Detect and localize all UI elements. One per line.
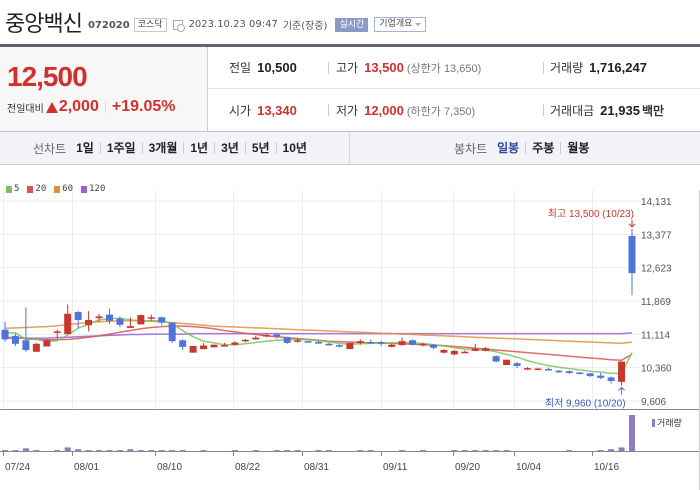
- volume-legend: 거래량: [652, 416, 682, 429]
- open-label: 시가: [229, 103, 252, 118]
- svg-text:12,623: 12,623: [641, 264, 672, 275]
- prev-close-label: 전일: [229, 61, 252, 75]
- amount-label: 거래대금: [550, 103, 595, 118]
- up-arrow-icon: [45, 101, 58, 113]
- line-chart-title: 선차트: [33, 141, 67, 156]
- realtime-button[interactable]: 실시간: [335, 17, 369, 32]
- period-3y[interactable]: 3년: [214, 142, 245, 154]
- amount-cell: 거래대금 21,935 백만: [550, 102, 664, 119]
- info-row: 시가 13,340 저가 12,000 (하한가 7,350) 거래대금 21,…: [209, 89, 700, 131]
- volume-swatch: [652, 418, 655, 427]
- period-1d[interactable]: 1일: [76, 141, 94, 155]
- divider: [543, 61, 544, 74]
- period-10y[interactable]: 10년: [275, 142, 313, 154]
- svg-text:10/04: 10/04: [516, 462, 541, 473]
- open-cell: 시가 13,340: [229, 102, 297, 119]
- legend-swatch: [6, 185, 12, 193]
- line-chart-periods: 선차트 1일 1주일 3개월 1년 3년 5년 10년: [0, 132, 350, 164]
- low-label: 저가: [336, 103, 359, 118]
- candle-monthly[interactable]: 월봉: [560, 142, 595, 154]
- candle-daily[interactable]: 일봉: [497, 141, 520, 155]
- legend-ma120: 120: [81, 184, 105, 194]
- info-row: 전일 10,500 고가 13,500 (상한가 13,650) 거래량 1,7…: [209, 47, 700, 89]
- legend-label: 60: [62, 184, 74, 194]
- period-3m[interactable]: 3개월: [141, 142, 184, 154]
- divider: [328, 104, 329, 116]
- quote-info-grid: 전일 10,500 고가 13,500 (상한가 13,650) 거래량 1,7…: [209, 47, 700, 131]
- basis-label: 기준(장중): [282, 21, 328, 32]
- legend-label: 120: [89, 184, 106, 194]
- candle-weekly[interactable]: 주봉: [525, 142, 560, 154]
- svg-text:08/10: 08/10: [157, 462, 182, 473]
- change-amount: 2,000: [58, 98, 99, 115]
- legend-swatch: [54, 185, 61, 193]
- prev-close-cell: 전일 10,500: [229, 59, 297, 76]
- stock-name: 중앙백신: [5, 12, 83, 37]
- period-5y[interactable]: 5년: [244, 142, 276, 154]
- change-row: 전일대비 2,000 +19.05%: [7, 98, 175, 116]
- amount-unit: 백만: [641, 103, 665, 118]
- low-cell: 저가 12,000 (하한가 7,350): [336, 102, 475, 119]
- svg-text:최고 13,500 (10/23): 최고 13,500 (10/23): [548, 208, 634, 220]
- svg-text:9,606: 9,606: [641, 397, 666, 408]
- legend-label: 20: [35, 184, 47, 194]
- candle-chart-title: 봉차트: [454, 141, 488, 156]
- legend-ma20: 20: [27, 184, 46, 194]
- svg-text:13,377: 13,377: [641, 230, 672, 241]
- candlestick-chart[interactable]: 14,131 13,377 12,623 11,869 11,114 10,360 9,60…: [0, 190, 700, 490]
- header-divider: [0, 44, 700, 47]
- svg-text:08/22: 08/22: [235, 462, 260, 473]
- company-overview-label: 기업개요: [379, 19, 413, 29]
- svg-text:09/11: 09/11: [383, 462, 408, 473]
- svg-text:11,869: 11,869: [641, 297, 671, 308]
- svg-text:08/31: 08/31: [304, 462, 329, 473]
- svg-text:14,131: 14,131: [641, 197, 672, 208]
- upper-limit: (상한가 13,650): [406, 63, 482, 75]
- high-cell: 고가 13,500 (상한가 13,650): [336, 59, 481, 76]
- volume-value: 1,716,247: [589, 60, 647, 75]
- legend-ma60: 60: [54, 184, 73, 194]
- change-percent: +19.05%: [111, 98, 176, 115]
- chevron-down-icon: [415, 23, 422, 26]
- high-value: 13,500: [364, 60, 404, 75]
- company-overview-dropdown[interactable]: 기업개요: [374, 17, 427, 32]
- period-1w[interactable]: 1주일: [99, 142, 142, 154]
- volume-legend-label: 거래량: [657, 419, 682, 429]
- high-label: 고가: [336, 61, 359, 75]
- legend-swatch: [27, 185, 34, 193]
- legend-ma5: 5: [6, 184, 19, 194]
- svg-text:10/16: 10/16: [594, 462, 619, 473]
- amount-value: 21,935: [600, 102, 640, 118]
- svg-text:08/01: 08/01: [74, 462, 99, 473]
- volume-label: 거래량: [550, 61, 584, 75]
- stock-header: 중앙백신 072020 코스닥 2023.10.23 09:47 기준(장중) …: [0, 0, 700, 44]
- prev-close-value: 10,500: [257, 60, 297, 75]
- market-badge: 코스닥: [133, 17, 167, 32]
- period-bar: 선차트 1일 1주일 3개월 1년 3년 5년 10년 봉차트 일봉 주봉 월봉: [0, 131, 700, 165]
- svg-text:10,360: 10,360: [641, 364, 672, 375]
- calendar-clock-icon: [172, 20, 185, 32]
- current-price: 12,500: [7, 61, 88, 92]
- volume-cell: 거래량 1,716,247: [550, 59, 647, 76]
- open-value: 13,340: [257, 102, 297, 118]
- divider: [328, 61, 329, 74]
- candle-chart-periods: 봉차트 일봉 주봉 월봉: [350, 132, 700, 164]
- svg-text:11,114: 11,114: [641, 330, 671, 341]
- lower-limit: (하한가 7,350): [406, 105, 476, 118]
- svg-text:최저 9,960 (10/20): 최저 9,960 (10/20): [545, 397, 626, 409]
- low-value: 12,000: [364, 102, 404, 118]
- svg-text:07/24: 07/24: [5, 462, 30, 473]
- svg-text:09/20: 09/20: [455, 462, 480, 473]
- legend-swatch: [81, 185, 88, 193]
- ma-legend: 5 20 60 120: [6, 184, 113, 194]
- divider: [543, 104, 544, 116]
- divider: [104, 101, 106, 113]
- change-label: 전일대비: [7, 103, 44, 115]
- legend-label: 5: [14, 184, 20, 194]
- stock-code: 072020: [87, 19, 130, 31]
- price-panel: 12,500 전일대비 2,000 +19.05%: [0, 47, 208, 131]
- period-1y[interactable]: 1년: [183, 142, 214, 154]
- datetime: 2023.10.23 09:47: [188, 19, 278, 30]
